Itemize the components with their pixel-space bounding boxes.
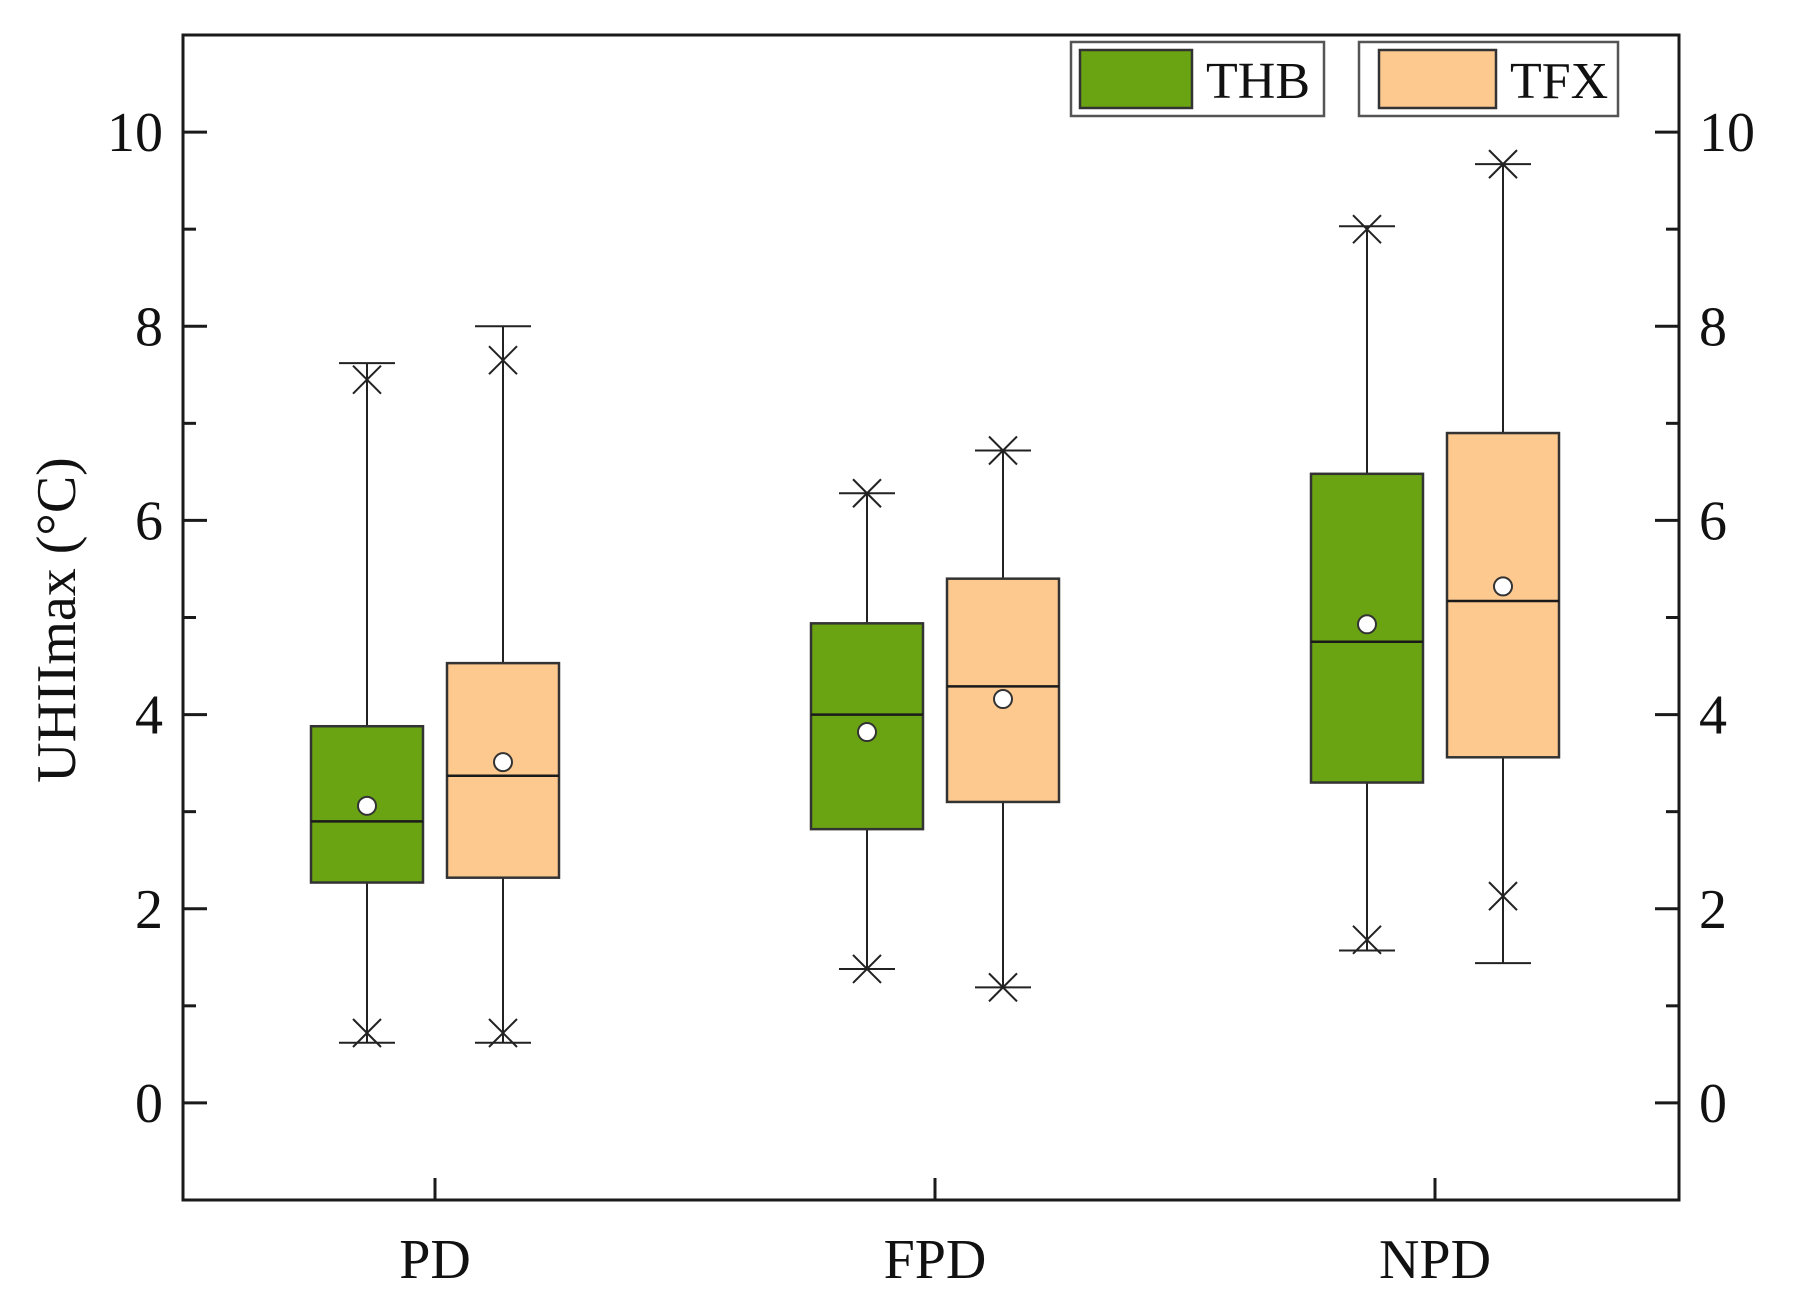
boxes-layer [309, 149, 1561, 1048]
percentile-marker-p99 [1352, 214, 1382, 244]
percentile-marker-p99 [988, 435, 1018, 466]
box-group-tfx-pd [445, 325, 561, 1048]
y-axis-title: UHIImax (°C) [26, 457, 88, 783]
percentile-marker-p99 [1488, 149, 1518, 179]
legend-swatch-tfx [1377, 48, 1498, 110]
y-tick-label-right: 6 [1699, 490, 1727, 552]
legend-swatch-thb [1078, 48, 1194, 110]
mean-marker [1493, 576, 1513, 597]
box-group-tfx-npd [1445, 149, 1561, 965]
y-tick-label-left: 2 [135, 879, 163, 941]
mean-marker [857, 722, 877, 743]
mean-marker [493, 752, 513, 773]
mean-marker [357, 795, 377, 816]
percentile-marker-p1 [988, 972, 1018, 1003]
legend-label-tfx: TFX [1510, 53, 1608, 110]
x-tick-label-fpd: FPD [884, 1229, 987, 1291]
percentile-marker-p99 [488, 345, 518, 375]
percentile-marker-p1 [1352, 925, 1382, 955]
box-group-thb-npd [1309, 214, 1425, 955]
y-tick-label-left: 0 [135, 1073, 163, 1135]
mean-marker [993, 689, 1013, 710]
percentile-marker-p1 [1488, 881, 1518, 911]
y-tick-label-left: 4 [135, 685, 163, 747]
x-tick-label-pd: PD [399, 1229, 471, 1291]
box-group-thb-pd [309, 362, 425, 1048]
box-group-tfx-fpd [945, 435, 1061, 1003]
box-tfx-pd [445, 661, 561, 879]
box-group-thb-fpd [809, 478, 925, 984]
y-tick-label-left: 6 [135, 490, 163, 552]
mean-marker [1357, 614, 1377, 635]
legend-label-thb: THB [1206, 53, 1310, 110]
percentile-marker-p1 [852, 954, 882, 984]
y-tick-label-right: 4 [1699, 685, 1727, 747]
ticks-layer: 0 0 2 2 4 4 6 6 8 8 10 10 PD FPD NPD [107, 33, 1755, 1291]
y-tick-label-right: 8 [1699, 296, 1727, 358]
y-tick-label-right: 0 [1699, 1073, 1727, 1135]
y-tick-label-right: 2 [1699, 879, 1727, 941]
y-tick-label-left: 8 [135, 296, 163, 358]
legend: THB TFX [1069, 40, 1620, 118]
percentile-marker-p99 [352, 364, 382, 395]
y-tick-label-left: 10 [107, 102, 163, 164]
percentile-marker-p1 [488, 1018, 518, 1048]
x-tick-label-npd: NPD [1379, 1229, 1491, 1291]
percentile-marker-p1 [352, 1018, 382, 1048]
y-tick-label-right: 10 [1699, 102, 1755, 164]
box-tfx-npd [1445, 431, 1561, 759]
percentile-marker-p99 [852, 478, 882, 508]
